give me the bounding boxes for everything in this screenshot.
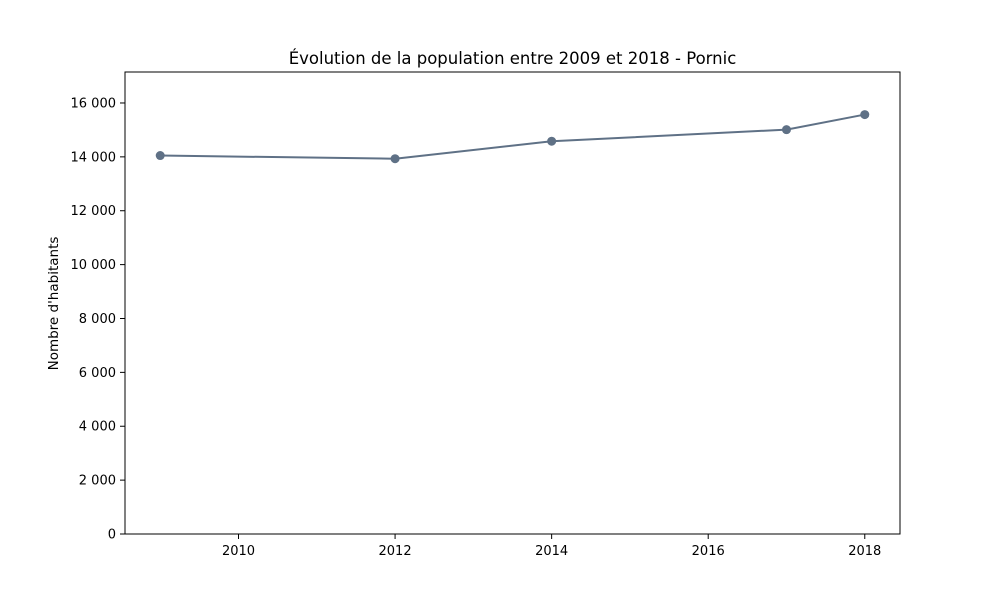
x-tick-label: 2016 — [692, 544, 725, 559]
y-tick-label: 16 000 — [71, 96, 117, 111]
chart-title: Évolution de la population entre 2009 et… — [289, 49, 737, 68]
data-point — [547, 136, 557, 146]
data-point — [781, 125, 791, 135]
y-tick-label: 10 000 — [71, 258, 117, 273]
data-point — [860, 110, 870, 120]
y-tick-label: 4 000 — [79, 420, 116, 435]
data-point — [390, 154, 400, 164]
y-tick-label: 14 000 — [71, 150, 117, 165]
series-line — [160, 113, 865, 160]
x-tick-label: 2010 — [222, 544, 255, 559]
y-tick-label: 0 — [108, 528, 116, 543]
series-layer — [155, 110, 870, 164]
x-tick-label: 2012 — [379, 544, 412, 559]
y-axis-title: Nombre d'habitants — [46, 237, 62, 371]
x-tick-label: 2014 — [535, 544, 568, 559]
y-tick-label: 2 000 — [79, 474, 116, 489]
y-tick-label: 12 000 — [71, 204, 117, 219]
plot-frame — [124, 71, 901, 535]
axes: 2010 2012 2014 2016 2018 0 2 000 4 000 6 000 8 00… — [71, 96, 882, 559]
y-tick-label: 6 000 — [79, 366, 116, 381]
x-tick-label: 2018 — [848, 544, 881, 559]
y-tick-label: 8 000 — [79, 312, 116, 327]
data-point — [155, 151, 165, 161]
